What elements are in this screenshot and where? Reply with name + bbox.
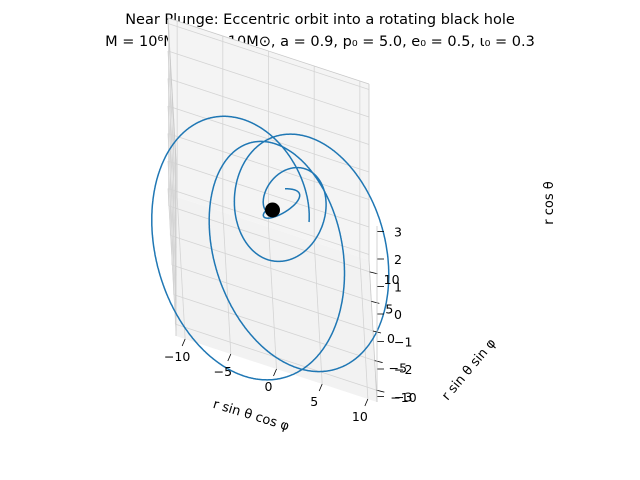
grid-lines (167, 17, 378, 403)
grid-line-z-left (167, 188, 177, 331)
y-tick-label: 10 (384, 272, 400, 287)
y-tick-label: 5 (385, 301, 393, 316)
z-axis-label: r cos θ (542, 181, 557, 224)
x-tick (364, 398, 369, 407)
x-tick (273, 368, 277, 377)
grid-line-z-back (167, 133, 370, 200)
x-tick-label: 10 (352, 409, 368, 424)
black-hole-marker (265, 202, 280, 218)
y-tick (371, 301, 380, 304)
grid-line-z-left (167, 133, 177, 276)
z-tick-label: 2 (394, 252, 402, 267)
grid-line-z-left (167, 160, 177, 304)
grid-line-z-left (167, 50, 177, 194)
x-tick-label: −10 (164, 349, 190, 364)
y-tick (376, 389, 385, 393)
y-tick (374, 360, 383, 363)
grid-line-y-floor (171, 264, 374, 332)
y-axis-label: r sin θ sin φ (439, 336, 499, 404)
y-tick-label: 0 (387, 331, 395, 346)
x-tick-label: −5 (214, 364, 232, 379)
z-tick-label: 0 (394, 307, 402, 322)
x-tick (318, 383, 323, 392)
z-tick-label: 3 (394, 225, 402, 240)
grid-line-z-back (167, 50, 370, 118)
x-tick (181, 338, 186, 347)
x-tick-label: 5 (310, 394, 318, 409)
grid-line-z-back (167, 23, 370, 90)
z-tick-label: 1 (394, 280, 402, 295)
x-axis-label: r sin θ cos φ (211, 397, 291, 434)
x-tick (227, 353, 232, 362)
grid-line-z-back (167, 188, 370, 255)
z-tick-label: −2 (394, 362, 412, 377)
grid-line-y-floor (168, 205, 370, 273)
x-tick-label: 0 (265, 379, 273, 394)
y-tick-label: −5 (389, 361, 407, 376)
z-tick-label: −1 (394, 335, 412, 350)
grid-line-y-floor (170, 235, 372, 302)
grid-line-y-floor (173, 294, 375, 361)
pane-edge (167, 17, 370, 85)
grid-line-z-back (167, 78, 370, 145)
orbit-layer (151, 115, 390, 381)
grid-line-z-left (167, 105, 177, 249)
pane-edge (167, 17, 177, 161)
y-tick-label: −10 (390, 390, 416, 405)
z-tick-label: −3 (394, 390, 412, 405)
y-tick (369, 271, 378, 275)
chart-title: Near Plunge: Eccentric orbit into a rota… (125, 12, 515, 28)
grid-line-z-left (167, 78, 177, 221)
